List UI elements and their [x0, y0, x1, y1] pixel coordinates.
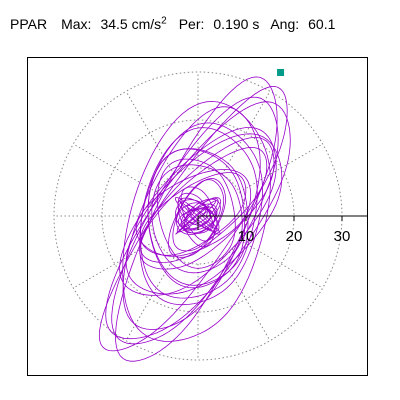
max-unit-exponent: 2 [161, 15, 167, 27]
marker-layer [277, 68, 285, 76]
motion-trace-loop [111, 96, 279, 345]
motion-trace-loop [147, 148, 246, 289]
radial-gridline [73, 143, 157, 193]
motion-trace-loop [98, 85, 288, 352]
motion-trace-loop [140, 127, 258, 299]
x-tick-label: 10 [238, 228, 255, 245]
ang-value: 60.1 [308, 16, 336, 32]
motion-trace-loop [105, 101, 291, 340]
max-point-marker [277, 68, 285, 76]
radial-gridline [221, 91, 271, 175]
motion-trace [98, 76, 291, 362]
motion-trace-core [174, 197, 222, 236]
motion-trace-loop [172, 179, 225, 252]
axes: 10 20 30 [197, 215, 367, 245]
radial-gridline [73, 239, 157, 289]
motion-trace-loop [122, 106, 261, 330]
motion-trace-loop [180, 186, 218, 242]
radial-gridline [221, 257, 271, 341]
radial-gridline [125, 91, 175, 175]
max-value: 34.5 [100, 16, 128, 32]
chart-title: PPAR Max: 34.5 cm/s2 Per: 0.190 s Ang: 60.1 [10, 16, 335, 32]
plot-frame [27, 57, 368, 376]
motion-trace-loop [140, 172, 247, 256]
max-label: Max: [61, 16, 92, 32]
station-label: PPAR [10, 16, 48, 32]
per-value: 0.190 s [213, 16, 260, 32]
motion-trace-loop [140, 146, 268, 263]
radial-gridline [125, 257, 175, 341]
motion-trace-loop [122, 100, 271, 342]
motion-trace-loop [157, 158, 236, 269]
motion-trace-loop [168, 178, 226, 258]
motion-trace-loop [119, 127, 277, 296]
motion-trace-loop [135, 169, 252, 257]
x-tick-label: 20 [286, 228, 303, 245]
x-tick-label: 30 [334, 228, 351, 245]
motion-trace-loop [125, 133, 283, 295]
max-unit: cm/s [131, 16, 162, 32]
motion-trace-loop [115, 76, 278, 362]
motion-trace-loop [151, 164, 243, 274]
motion-trace-loop [139, 137, 275, 270]
motion-trace-loop [139, 122, 263, 306]
radial-gridline [239, 239, 323, 289]
per-label: Per: [178, 16, 205, 32]
ang-label: Ang: [270, 16, 300, 32]
